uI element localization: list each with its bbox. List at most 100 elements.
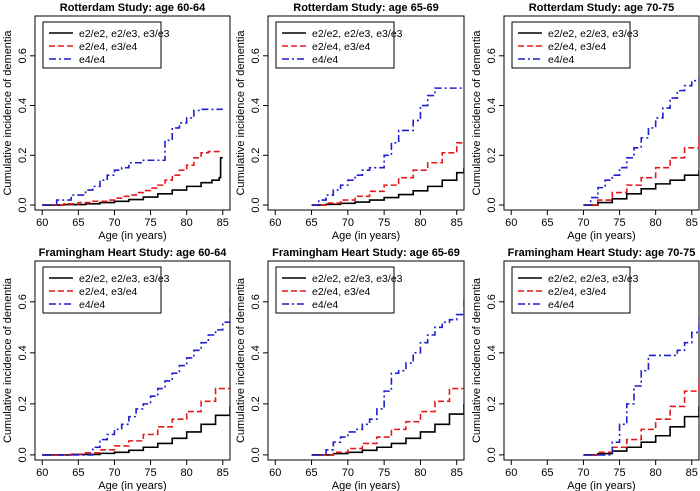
legend-label-3: e4/e4 (79, 54, 105, 66)
legend-label-2: e2/e4, e3/e4 (79, 41, 138, 53)
x-tick-label: 85 (451, 467, 463, 479)
series-line-2 (583, 135, 699, 206)
y-tick-label: 0.6 (17, 48, 29, 63)
plot-frame (267, 15, 465, 211)
legend-box (42, 266, 162, 314)
panel-title: Framingham Heart Study: age 70-75 (508, 247, 696, 259)
panel-title: Framingham Heart Study: age 60-64 (39, 247, 228, 259)
y-tick-label: 0.4 (486, 98, 498, 113)
legend-box (511, 266, 631, 314)
legend-label-1: e2/e2, e2/e3, e3/e3 (312, 273, 403, 285)
series-line-1 (583, 406, 699, 456)
x-tick-label: 60 (36, 467, 48, 479)
panel-title: Rotterdam Study: age 65-69 (293, 2, 438, 14)
x-tick-label: 70 (108, 217, 120, 229)
x-tick-label: 60 (269, 467, 281, 479)
x-tick-label: 80 (650, 467, 662, 479)
y-axis-title: Cumulative incidence of dementia (471, 277, 483, 443)
x-tick-label: 75 (144, 217, 156, 229)
x-tick-label: 85 (686, 217, 698, 229)
y-tick-label: 0.2 (17, 148, 29, 163)
x-tick-label: 75 (613, 217, 625, 229)
legend-label-2: e2/e4, e3/e4 (312, 286, 371, 298)
panel-title: Rotterdam Study: age 70-75 (529, 2, 674, 14)
series-line-2 (311, 137, 464, 206)
legend-label-1: e2/e2, e2/e3, e3/e3 (312, 28, 403, 40)
legend-box (275, 266, 395, 314)
legend-label-2: e2/e4, e3/e4 (79, 286, 138, 298)
x-tick-label: 65 (305, 467, 317, 479)
x-tick-label: 60 (269, 217, 281, 229)
x-tick-label: 60 (505, 467, 517, 479)
x-axis-title: Age (in years) (98, 230, 166, 242)
y-tick-label: 0.2 (250, 396, 262, 411)
x-tick-label: 80 (414, 217, 426, 229)
y-tick-label: 0.2 (486, 396, 498, 411)
x-tick-label: 70 (342, 467, 354, 479)
series-line-3 (583, 317, 699, 456)
legend-label-2: e2/e4, e3/e4 (548, 41, 607, 53)
y-tick-label: 0.4 (250, 98, 262, 113)
legend-label-1: e2/e2, e2/e3, e3/e3 (548, 273, 639, 285)
y-tick-label: 0.0 (486, 447, 498, 462)
series-line-3 (311, 87, 464, 206)
x-tick-label: 80 (414, 467, 426, 479)
legend-label-3: e4/e4 (312, 54, 338, 66)
legend-label-3: e4/e4 (548, 299, 574, 311)
legend-label-2: e2/e4, e3/e4 (312, 41, 371, 53)
chart-panel-5: Framingham Heart Study: age 65-69 60 65 70 7… (235, 247, 465, 491)
y-tick-label: 0.4 (17, 98, 29, 113)
y-axis-title: Cumulative incidence of dementia (2, 30, 14, 196)
y-tick-label: 0.0 (250, 197, 262, 212)
legend-box (42, 21, 162, 69)
x-tick-label: 85 (217, 467, 229, 479)
y-tick-label: 0.6 (486, 48, 498, 63)
plot-frame (34, 260, 231, 461)
y-axis-title: Cumulative incidence of dementia (2, 277, 14, 443)
series-line-1 (583, 170, 699, 206)
chart-panel-3: Rotterdam Study: age 70-75 60 65 70 75 80 85 0.… (471, 2, 700, 242)
series-line-1 (311, 167, 464, 206)
plot-frame (503, 15, 700, 211)
x-tick-label: 65 (541, 467, 553, 479)
series-line-3 (311, 296, 464, 456)
x-tick-label: 80 (181, 467, 193, 479)
y-tick-label: 0.6 (17, 294, 29, 309)
legend-box (275, 21, 395, 69)
series-line-2 (311, 375, 464, 456)
y-axis-title: Cumulative incidence of dementia (235, 30, 247, 196)
series-line-3 (583, 78, 699, 206)
x-tick-label: 85 (217, 217, 229, 229)
x-tick-label: 65 (72, 467, 84, 479)
series-line-2 (42, 150, 223, 206)
y-tick-label: 0.0 (250, 447, 262, 462)
chart-panel-1: Rotterdam Study: age 60-64 60 65 70 75 80 85 0.… (2, 2, 231, 242)
y-tick-label: 0.4 (250, 345, 262, 360)
chart-panel-2: Rotterdam Study: age 65-69 60 65 70 75 80 85 0.… (235, 2, 465, 242)
series-line-1 (311, 403, 464, 456)
x-tick-label: 75 (378, 467, 390, 479)
chart-panel-4: Framingham Heart Study: age 60-64 60 65 70 7… (2, 247, 231, 491)
legend-label-3: e4/e4 (79, 299, 105, 311)
y-tick-label: 0.2 (486, 148, 498, 163)
y-tick-label: 0.0 (486, 197, 498, 212)
x-tick-label: 60 (36, 217, 48, 229)
x-tick-label: 65 (305, 217, 317, 229)
plot-frame (503, 260, 700, 461)
x-tick-label: 70 (577, 217, 589, 229)
chart-panel-6: Framingham Heart Study: age 70-75 60 65 70 7… (471, 247, 700, 491)
x-tick-label: 75 (378, 217, 390, 229)
y-axis-title: Cumulative incidence of dementia (471, 30, 483, 196)
y-tick-label: 0.6 (250, 48, 262, 63)
series-line-1 (42, 406, 230, 456)
x-axis-title: Age (in years) (332, 230, 400, 242)
plot-frame (34, 15, 231, 211)
x-tick-label: 80 (181, 217, 193, 229)
plot-frame (267, 260, 465, 461)
series-line-2 (583, 378, 699, 456)
x-axis-title: Age (in years) (332, 480, 400, 491)
x-tick-label: 70 (108, 467, 120, 479)
legend-label-1: e2/e2, e2/e3, e3/e3 (548, 28, 639, 40)
x-tick-label: 85 (451, 217, 463, 229)
